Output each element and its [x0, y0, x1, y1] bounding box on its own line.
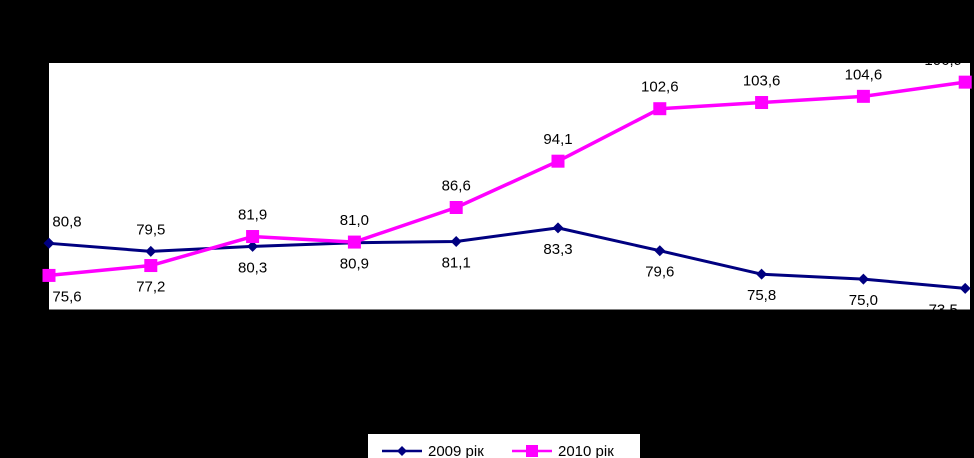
data-label-1: 81,1	[442, 254, 471, 271]
data-point-2	[449, 200, 463, 214]
data-label-2: 81,0	[340, 212, 369, 229]
data-point-2	[856, 89, 870, 103]
data-point-1	[450, 235, 462, 247]
data-label-1: 80,8	[52, 213, 81, 230]
data-label-2: 86,6	[442, 177, 471, 194]
data-point-2	[958, 75, 972, 89]
data-point-2	[246, 230, 260, 244]
legend-marker-2009	[397, 446, 407, 456]
data-point-2	[144, 259, 158, 273]
data-label-1: 80,3	[238, 259, 267, 276]
data-point-1	[552, 222, 564, 234]
series-layer	[42, 75, 972, 294]
legend-marker-2010	[526, 445, 538, 457]
data-label-1: 83,3	[543, 241, 572, 258]
data-point-1	[43, 237, 55, 249]
series-line-1	[48, 226, 966, 290]
data-point-1	[654, 245, 666, 257]
data-label-1: 79,5	[136, 221, 165, 238]
data-label-1: 79,6	[645, 264, 674, 281]
data-labels: 80,8 75,6 79,5 77,2 81,9 80,3 81,0 80,9 86,6 81,1…	[52, 52, 962, 318]
data-label-2: 104,6	[845, 66, 883, 83]
data-point-2	[653, 102, 667, 116]
data-label-2: 77,2	[136, 279, 165, 296]
data-point-1	[756, 268, 768, 280]
data-label-2: 81,9	[238, 207, 267, 224]
data-point-2	[551, 154, 565, 168]
data-label-1: 73,5	[929, 301, 958, 318]
data-point-1	[857, 273, 869, 285]
data-point-1	[145, 245, 157, 257]
data-point-1	[959, 282, 971, 294]
data-label-2: 103,6	[743, 73, 781, 90]
data-label-1: 75,8	[747, 287, 776, 304]
data-point-2	[347, 235, 361, 249]
legend-box	[368, 434, 640, 458]
data-point-2	[755, 96, 769, 110]
data-point-1	[247, 240, 259, 252]
legend-label-2010: 2010 рік	[558, 443, 614, 458]
data-label-2: 106,9	[924, 52, 962, 69]
data-label-2: 102,6	[641, 79, 679, 96]
data-label-2: 94,1	[543, 131, 572, 148]
data-point-2	[42, 268, 56, 282]
plot-area	[49, 63, 970, 310]
legend: 2009 рік 2010 рік	[368, 434, 640, 458]
data-label-2: 75,6	[52, 288, 81, 305]
series-line-2	[48, 80, 966, 278]
x-axis	[48, 309, 970, 315]
data-label-1: 80,9	[340, 256, 369, 273]
legend-label-2009: 2009 рік	[428, 443, 484, 458]
data-label-1: 75,0	[849, 292, 878, 309]
